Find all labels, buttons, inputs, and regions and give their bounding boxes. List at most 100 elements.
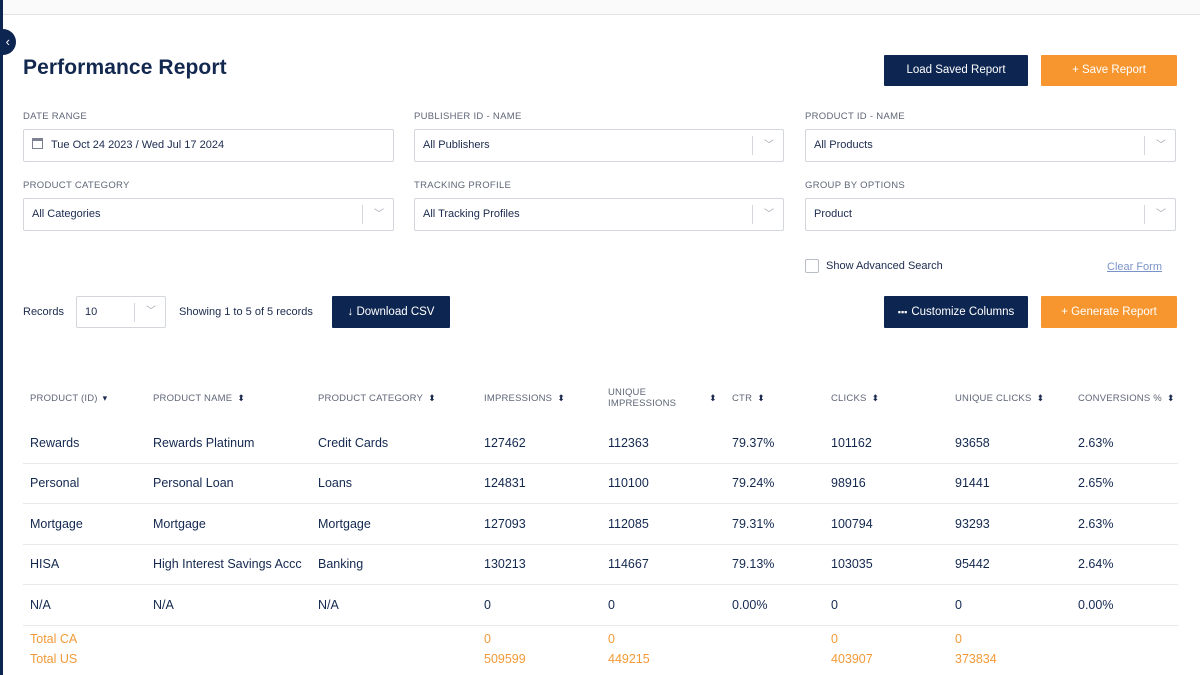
table-cell-ctr: 79.37%	[732, 436, 775, 450]
column-header-unique-impressions[interactable]: UNIQUE IMPRESSIONS ⬍	[608, 387, 717, 409]
table-cell-product-id: N/A	[30, 598, 51, 612]
grid-icon: ▪▪▪	[897, 307, 908, 317]
sort-icon[interactable]: ⬍	[428, 393, 436, 403]
chevron-down-icon[interactable]: ﹀	[146, 306, 156, 317]
table-cell-clicks: 100794	[831, 517, 873, 531]
sort-icon[interactable]: ⬍	[237, 393, 246, 403]
publisher-value: All Publishers	[423, 139, 490, 151]
column-header-impressions[interactable]: IMPRESSIONS ⬍	[484, 393, 565, 404]
top-bar	[0, 0, 1200, 15]
total-clicks: 0	[831, 632, 838, 646]
table-cell-conversions: 2.63%	[1078, 436, 1114, 450]
table-cell-impressions: 124831	[484, 476, 526, 490]
chevron-down-icon[interactable]: ﹀	[764, 209, 774, 220]
table-row-divider	[23, 625, 1178, 626]
product-select[interactable]: All Products ﹀	[805, 129, 1176, 162]
column-header-label: UNIQUE CLICKS	[955, 393, 1032, 404]
sort-icon[interactable]: ⬍	[1166, 393, 1175, 403]
table-cell-product-name: Personal Loan	[153, 476, 234, 490]
table-cell-unique-impressions: 112363	[608, 436, 649, 450]
table-cell-clicks: 101162	[831, 436, 872, 450]
column-header-label: PRODUCT CATEGORY	[318, 393, 424, 404]
chevron-down-icon[interactable]: ﹀	[1156, 140, 1166, 151]
clear-form-link[interactable]: Clear Form	[1107, 261, 1163, 273]
table-cell-product-id: Rewards	[30, 436, 80, 450]
date-range-field[interactable]: Tue Oct 24 2023 / Wed Jul 17 2024	[23, 129, 394, 162]
table-cell-product-category: Mortgage	[318, 517, 371, 531]
total-unique-clicks: 0	[955, 632, 962, 646]
show-advanced-search-checkbox[interactable]	[805, 259, 819, 273]
group-by-select[interactable]: Product ﹀	[805, 198, 1176, 231]
column-header-label: PRODUCT NAME	[153, 393, 233, 404]
download-csv-button[interactable]: ↓ Download CSV	[332, 296, 450, 328]
table-cell-impressions: 127093	[484, 517, 526, 531]
column-header-clicks[interactable]: CLICKS ⬍	[831, 393, 879, 404]
column-header-product-id[interactable]: PRODUCT (ID) ▾	[30, 393, 107, 404]
table-cell-conversions: 2.65%	[1078, 476, 1114, 490]
table-cell-conversions: 2.63%	[1078, 517, 1114, 531]
table-cell-product-name: N/A	[153, 598, 174, 612]
column-header-unique-clicks[interactable]: UNIQUE CLICKS ⬍	[955, 393, 1044, 404]
table-cell-conversions: 2.64%	[1078, 557, 1114, 571]
column-header-product-category[interactable]: PRODUCT CATEGORY ⬍	[318, 393, 436, 404]
table-cell-product-category: Credit Cards	[318, 436, 389, 450]
load-saved-report-button[interactable]: Load Saved Report	[884, 55, 1028, 86]
tracking-label: TRACKING PROFILE	[414, 180, 512, 191]
product-label: PRODUCT ID - NAME	[805, 111, 905, 122]
tracking-select[interactable]: All Tracking Profiles ﹀	[414, 198, 784, 231]
column-header-label: CTR	[732, 393, 753, 404]
table-cell-ctr: 79.31%	[732, 517, 775, 531]
table-row-divider	[23, 503, 1178, 504]
select-divider	[1144, 205, 1145, 224]
chevron-down-icon[interactable]: ﹀	[1156, 209, 1166, 220]
table-cell-product-category: N/A	[318, 598, 339, 612]
column-header-conversions[interactable]: CONVERSIONS % ⬍	[1078, 393, 1175, 404]
chevron-down-icon[interactable]: ﹀	[764, 140, 774, 151]
table-cell-impressions: 0	[484, 598, 491, 612]
table-cell-product-category: Loans	[318, 476, 353, 490]
sort-icon[interactable]: ⬍	[557, 393, 565, 403]
total-label: Total CA	[30, 632, 78, 646]
group-by-label: GROUP BY OPTIONS	[805, 180, 905, 191]
table-cell-product-name: Mortgage	[153, 517, 206, 531]
table-cell-clicks: 103035	[831, 557, 873, 571]
date-range-value: Tue Oct 24 2023 / Wed Jul 17 2024	[51, 139, 225, 151]
sort-icon[interactable]: ⬍	[1036, 393, 1045, 403]
page-title: Performance Report	[23, 56, 227, 79]
sort-icon[interactable]: ⬍	[871, 393, 880, 403]
calendar-icon	[32, 138, 43, 149]
column-header-product-name[interactable]: PRODUCT NAME ⬍	[153, 393, 245, 404]
table-cell-ctr: 79.13%	[732, 557, 775, 571]
sort-icon[interactable]: ⬍	[709, 393, 717, 403]
records-per-page-value: 10	[85, 306, 98, 318]
column-header-label: CONVERSIONS %	[1078, 393, 1162, 404]
collapse-sidebar-chevron-left-icon[interactable]: ‹	[0, 29, 16, 55]
customize-columns-button[interactable]: ▪▪▪ Customize Columns	[884, 296, 1028, 328]
sort-icon[interactable]: ⬍	[757, 393, 765, 403]
generate-report-button[interactable]: + Generate Report	[1041, 296, 1177, 328]
column-header-label: PRODUCT (ID)	[30, 393, 98, 404]
table-cell-product-id: Personal	[30, 476, 80, 490]
select-divider	[1144, 136, 1145, 155]
chevron-down-icon[interactable]: ﹀	[374, 209, 384, 220]
select-divider	[752, 205, 753, 224]
category-value: All Categories	[32, 208, 101, 220]
category-select[interactable]: All Categories ﹀	[23, 198, 394, 231]
publisher-select[interactable]: All Publishers ﹀	[414, 129, 784, 162]
column-header-label: IMPRESSIONS	[484, 393, 553, 404]
table-cell-product-name: Rewards Platinum	[153, 436, 255, 450]
table-row-divider	[23, 584, 1178, 585]
save-report-button[interactable]: + Save Report	[1041, 55, 1177, 86]
total-label: Total US	[30, 652, 78, 666]
show-advanced-search-label[interactable]: Show Advanced Search	[826, 260, 943, 272]
column-header-ctr[interactable]: CTR ⬍	[732, 393, 765, 404]
table-cell-product-name: High Interest Savings Accc	[153, 557, 302, 571]
category-label: PRODUCT CATEGORY	[23, 180, 130, 191]
table-row-divider	[23, 463, 1178, 464]
column-header-label: CLICKS	[831, 393, 867, 404]
total-unique-impressions: 449215	[608, 652, 650, 666]
records-per-page-select[interactable]: 10 ﹀	[76, 296, 166, 328]
customize-columns-label: Customize Columns	[911, 306, 1015, 318]
sort-desc-icon[interactable]: ▾	[102, 393, 108, 403]
table-cell-product-id: Mortgage	[30, 517, 83, 531]
